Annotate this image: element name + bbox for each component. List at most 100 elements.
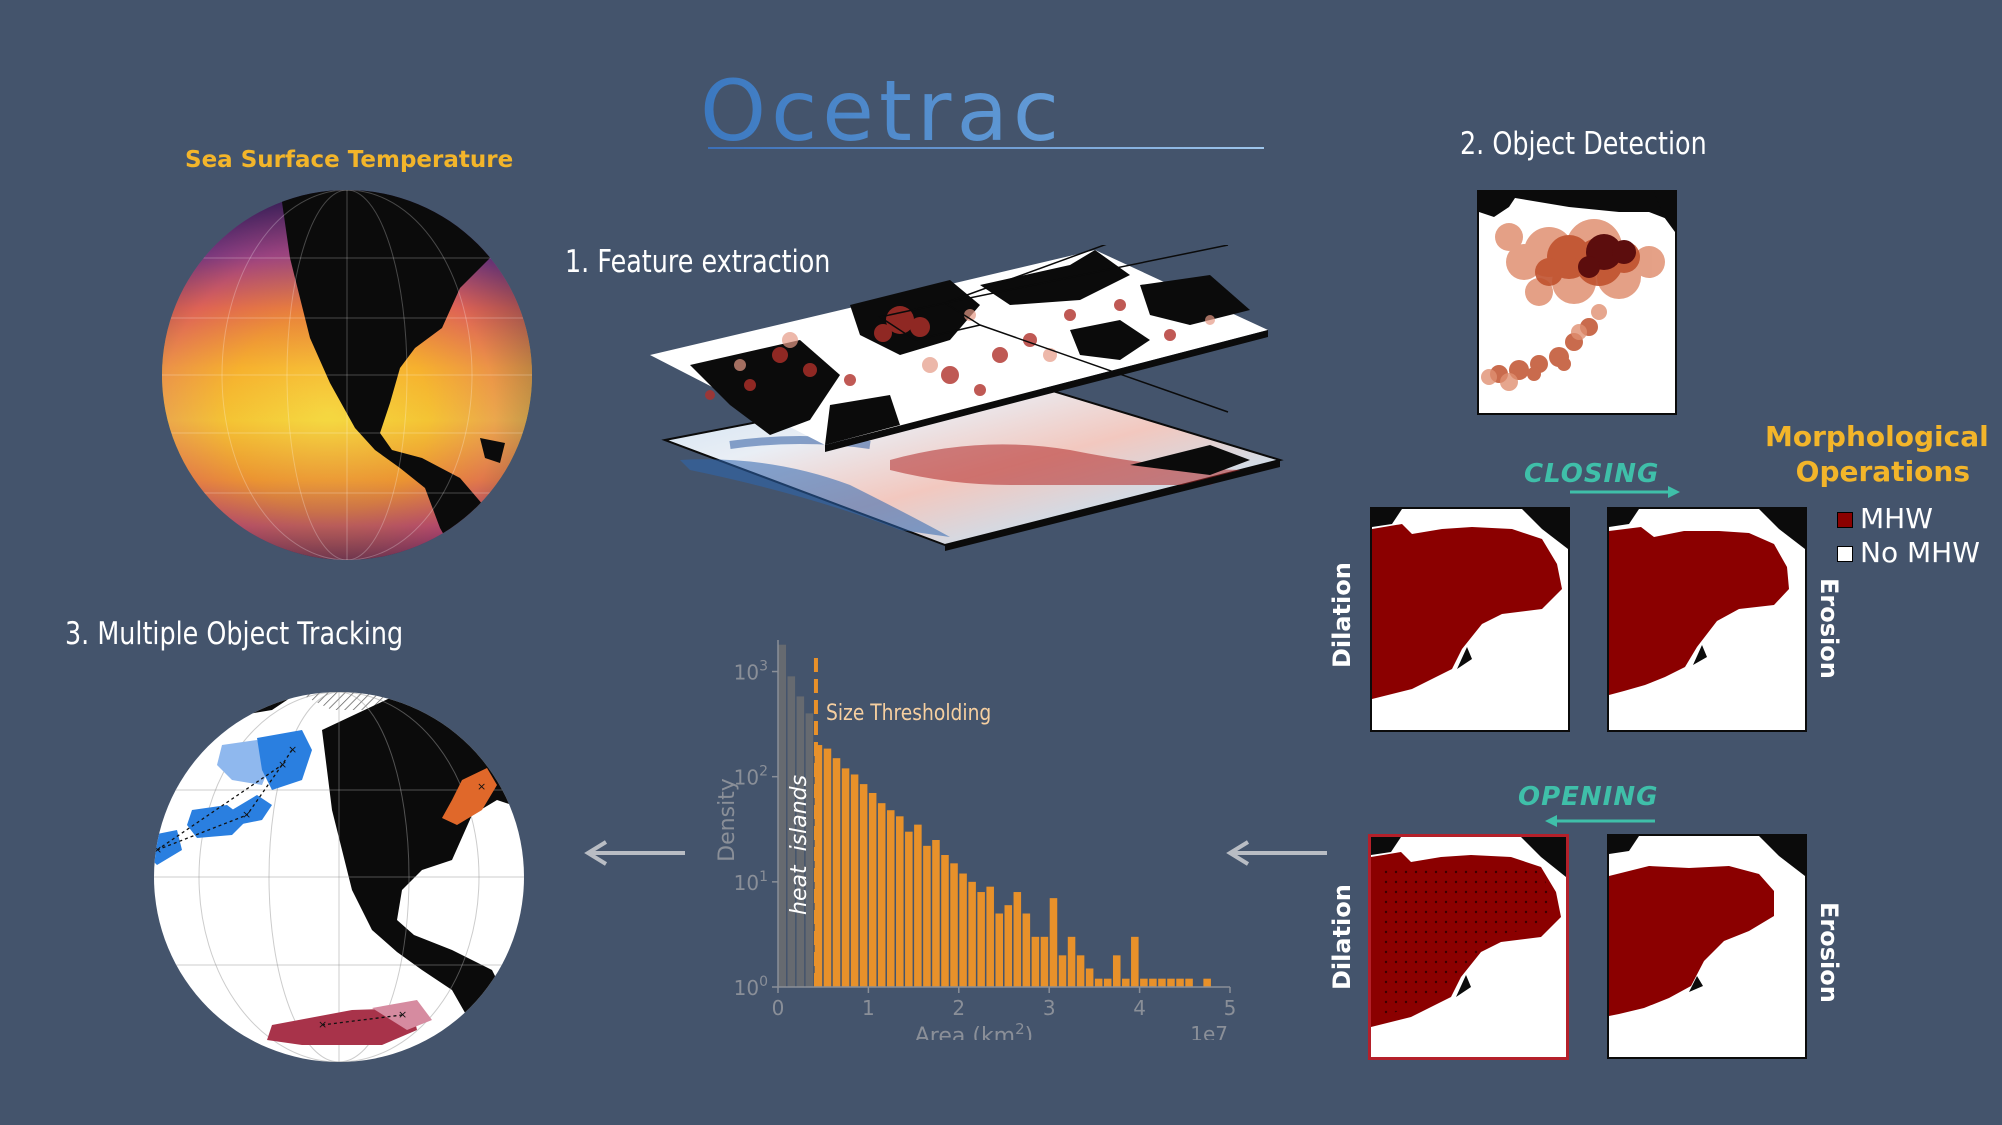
opening-dilation-panel [1368,834,1569,1060]
histogram-bar [850,774,859,987]
x-tick-label: 5 [1224,996,1237,1020]
mhw-features-layer [650,245,1268,452]
histogram-bar-excluded [778,644,787,987]
histogram-bar [1167,978,1175,987]
tracking-globe: ××× ××× × [153,692,524,1062]
histogram-bar [1112,955,1121,987]
x-offset-label: 1e7 [1190,1022,1228,1040]
histogram-bar [1158,978,1166,987]
closing-label: CLOSING [1524,459,1660,489]
histogram-bar [1085,968,1094,987]
histogram-bar [1176,978,1184,987]
opening-dilation-label: Dilation [1328,884,1356,990]
opening-erosion-panel [1607,834,1807,1059]
histogram-bar [1103,978,1112,987]
legend-mhw-label: MHW [1860,502,1933,535]
sst-label: Sea Surface Temperature [185,147,514,173]
histogram-bar [1094,978,1103,987]
closing-erosion-label: Erosion [1815,578,1843,679]
app-title: Ocetrac [700,62,1300,162]
sst-globe [162,190,532,560]
arrow-to-histogram [1226,840,1327,866]
closing-arrow [1570,486,1680,498]
histogram-bar [841,768,850,987]
histogram-bar [1004,905,1013,987]
histogram-bar [1185,978,1193,987]
object-detection-panel [1477,190,1677,415]
svg-text:×: × [242,808,251,821]
histogram-bar [1203,978,1211,987]
legend-no-mhw-swatch [1837,546,1853,562]
x-tick-label: 0 [772,996,785,1020]
histogram-bar-excluded [805,713,814,987]
histogram-bar [959,873,967,987]
histogram-bar [1049,898,1058,987]
morphology-title-line1: Morphological [1765,420,1989,453]
opening-label: OPENING [1518,782,1659,812]
y-tick-label: 101 [734,869,768,895]
histogram-bar [1058,955,1067,987]
step-feature-extraction-label: 1. Feature extraction [565,244,831,280]
histogram-bar [1067,936,1076,987]
histogram-bar [886,810,895,987]
x-tick-label: 3 [1043,996,1056,1020]
histogram-bar [1131,936,1139,987]
histogram-bar [896,816,904,987]
x-tick-label: 1 [862,996,875,1020]
x-axis-label: Area (km2) [915,1020,1034,1040]
y-tick-label: 103 [734,659,768,685]
histogram-bar [1140,978,1148,987]
histogram-bar [1040,936,1049,987]
x-tick-label: 4 [1133,996,1146,1020]
closing-erosion-panel [1607,507,1807,732]
histogram-bar [1149,978,1157,987]
histogram-bar [986,886,994,987]
histogram-bar [1013,892,1022,987]
sst-anomaly-layer [661,373,1284,551]
histogram-bar [859,784,868,987]
histogram-bar-excluded [796,696,805,987]
histogram-bar [932,840,940,987]
histogram-bar [905,831,913,987]
histogram-bar [977,892,985,987]
svg-text:×: × [288,743,297,756]
opening-arrow [1545,815,1655,827]
y-tick-label: 102 [734,764,768,790]
svg-text:×: × [398,1008,407,1021]
opening-erosion-label: Erosion [1815,902,1843,1003]
histogram-bar [923,845,931,987]
histogram-bar [950,863,958,987]
svg-text:×: × [278,758,287,771]
histogram-bar [995,913,1003,987]
svg-text:×: × [477,780,486,793]
histogram-bar-excluded [787,676,796,987]
step-object-detection-label: 2. Object Detection [1460,126,1707,162]
y-tick-label: 100 [734,974,768,1000]
histogram-bar [832,758,841,987]
morphology-title-line2: Operations [1795,455,1970,488]
arrow-to-tracking [584,840,685,866]
heat-islands-label: heat islands [787,775,812,915]
histogram-bar [877,803,886,987]
histogram-bar [1031,936,1040,987]
step-tracking-label: 3. Multiple Object Tracking [65,616,404,652]
histogram-bar [1076,955,1085,987]
threshold-label: Size Thresholding [826,700,991,726]
histogram-bar [1122,978,1130,987]
histogram-bar [814,745,823,987]
svg-text:×: × [318,1018,327,1031]
histogram-bar [941,855,949,987]
title-divider [708,147,1264,149]
svg-text:×: × [153,843,162,856]
x-tick-label: 2 [952,996,965,1020]
histogram-bar [823,748,832,987]
feature-extraction-maps [650,245,1284,551]
histogram-bar [968,881,976,987]
closing-dilation-label: Dilation [1328,562,1356,668]
y-axis-label: Density [715,778,740,862]
legend-mhw-swatch [1837,512,1853,528]
closing-dilation-panel [1370,507,1570,732]
legend-no-mhw-label: No MHW [1860,536,1980,569]
histogram-bar [868,792,877,987]
